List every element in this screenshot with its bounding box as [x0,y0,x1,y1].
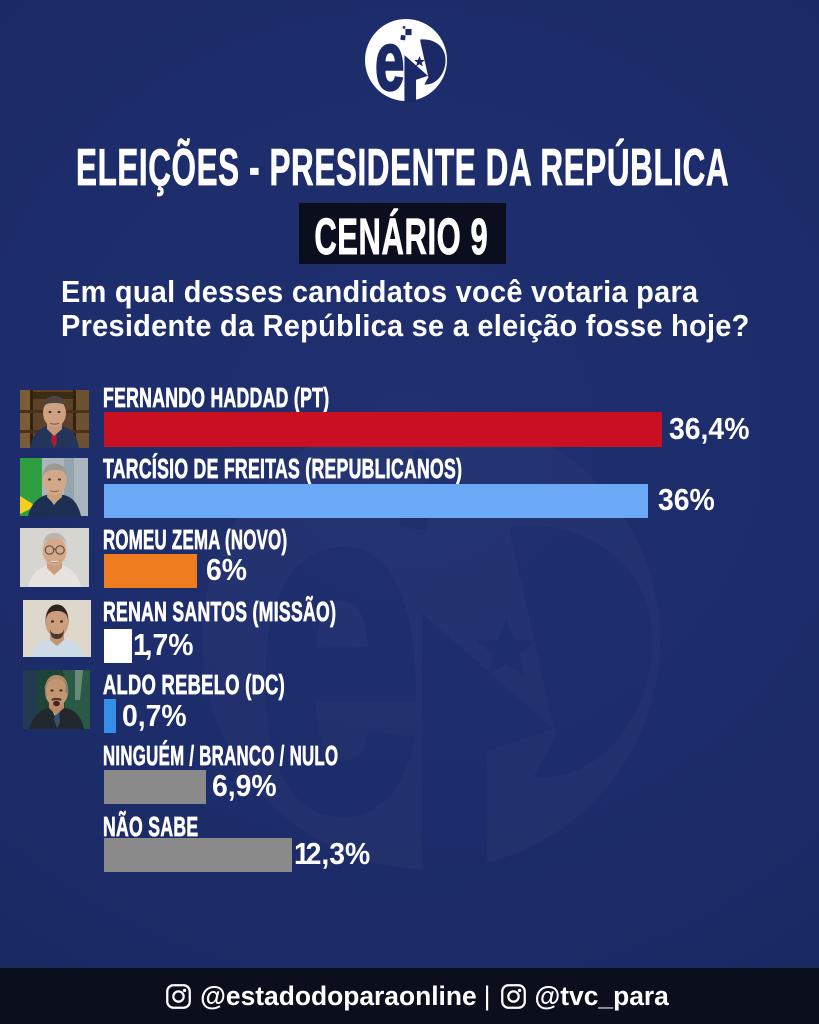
svg-text:e: e [375,19,404,103]
